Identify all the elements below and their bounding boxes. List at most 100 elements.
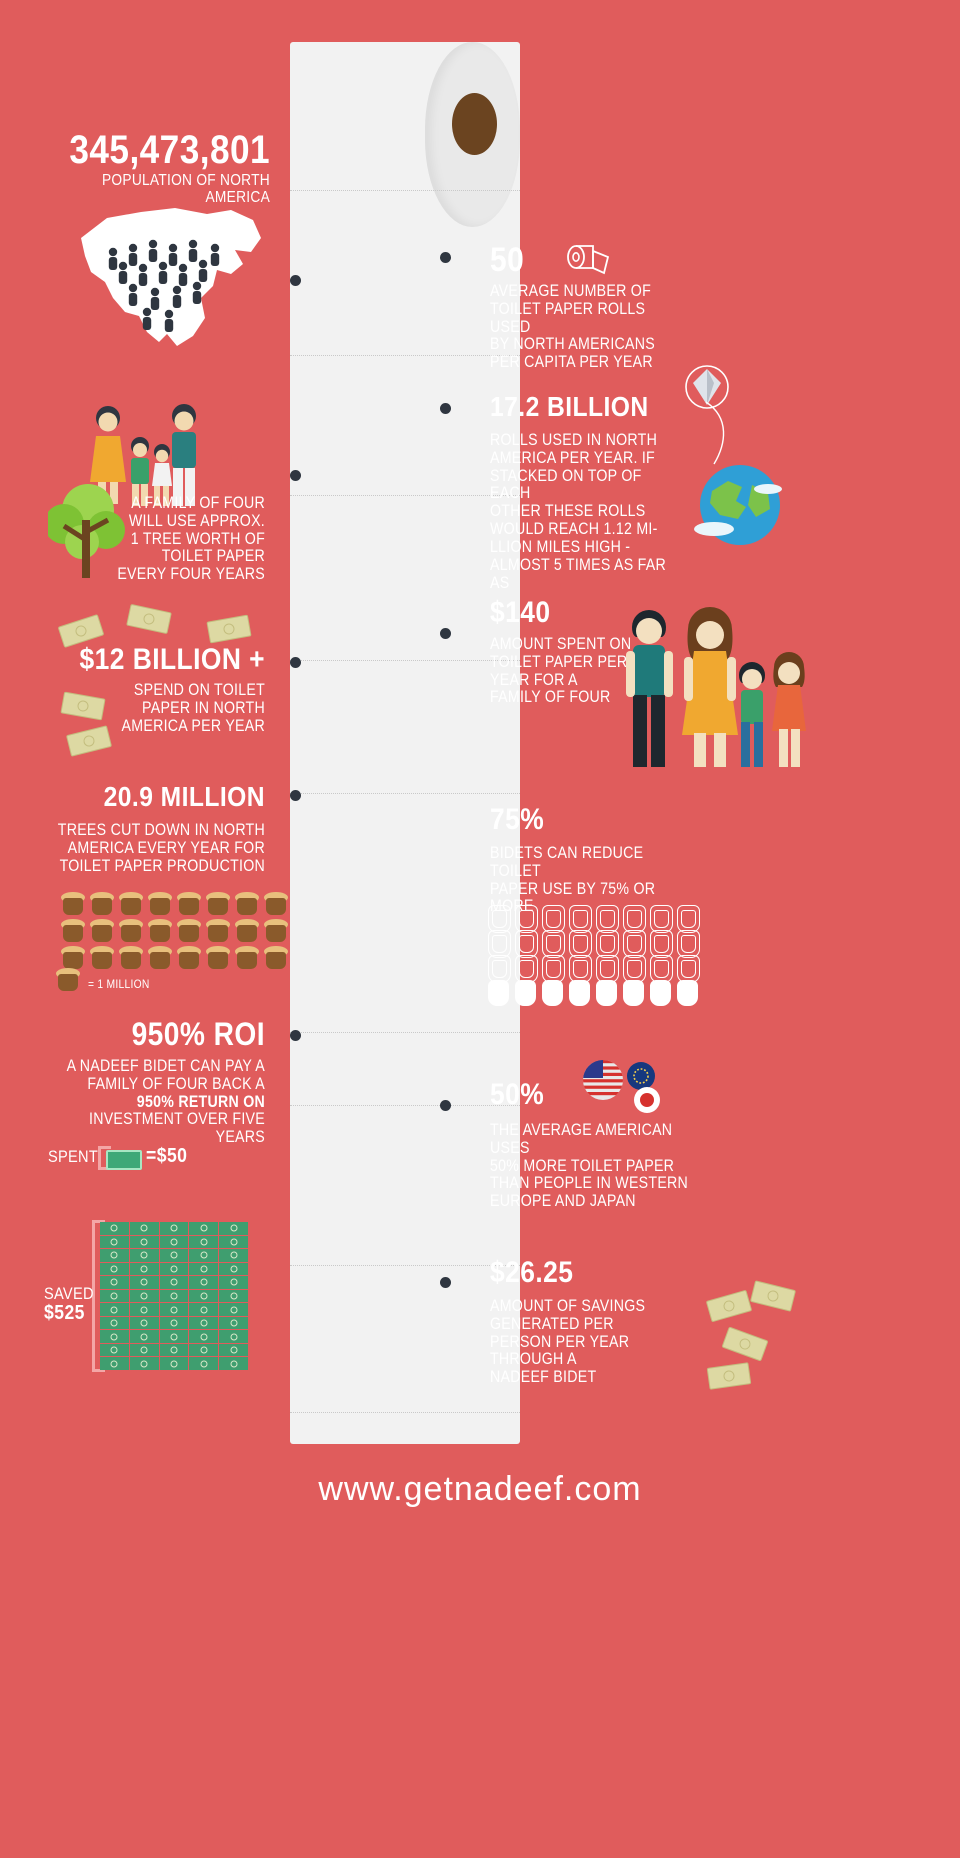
footer-url[interactable]: www.getnadeef.com [318,1470,642,1508]
trees-text: TREES CUT DOWN IN NORTH AMERICA EVERY YE… [37,821,265,875]
bidet-pictogram-icon [488,905,511,933]
tree-stump-icon [147,946,173,970]
roi-text: A NADEEF BIDET CAN PAY A FAMILY OF FOUR … [37,1057,265,1147]
family-spend-number: $140 [490,596,551,629]
bidet-pictogram-icon [623,955,646,983]
perforation-line [290,660,520,661]
saved-money-cell [189,1262,219,1276]
bidet-reduction-text: BIDETS CAN REDUCE TOILET PAPER USE BY 75… [490,844,696,916]
family-tree-line: TOILET PAPER [161,547,265,566]
saved-money-cell [100,1235,129,1249]
saved-money-grid [100,1222,248,1370]
connector-dot [440,1277,451,1288]
comparison-line: 50% MORE TOILET PAPER [490,1156,675,1175]
money-bills [700,1280,820,1395]
spend-line: SPEND ON TOILET [133,681,265,699]
tree-stump-icon [89,892,115,916]
saved-money-cell [159,1343,189,1357]
flags-us-eu-japan [575,1060,685,1115]
family-tree-line: A FAMILY OF FOUR [131,494,265,512]
saved-money-cell [100,1357,129,1370]
earth-and-moon [690,455,790,555]
stump-legend-label: = 1 MILLION [88,977,150,991]
saved-money-cell [100,1222,129,1235]
spent-label: SPENT [48,1147,99,1166]
saved-money-cell [189,1276,219,1289]
bidet-pictogram-icon [650,905,673,933]
saved-money-cell [159,1249,189,1262]
bidet-pictogram-icon [515,905,538,933]
bidet-pictogram-icon [596,905,619,933]
saved-label: SAVED [44,1284,94,1303]
saved-money-cell [159,1235,189,1249]
saved-money-cell [189,1316,219,1330]
savings-line: PERSON PER YEAR [490,1332,630,1351]
saved-money-cell [129,1357,159,1370]
tree-stump-icon [60,919,86,943]
saved-money-cell [219,1289,248,1303]
perforation-line [290,355,520,356]
saved-money-cell [219,1330,248,1343]
rolls-per-capita-line: AVERAGE NUMBER OF [490,282,652,300]
tree-stump-icon [60,946,86,970]
tree-stump-icon [89,919,115,943]
bidet-pictogram-icon [542,980,563,1006]
savings-line: GENERATED PER [490,1314,614,1333]
rolls-total-line: WOULD REACH 1.12 MI- [490,520,658,539]
family-spend-line: YEAR FOR A [490,670,578,689]
savings-line: AMOUNT OF SAVINGS [490,1297,646,1315]
connector-dot [290,657,301,668]
bidet-pictogram-icon [677,905,700,933]
rolls-total-line: AMERICA PER YEAR. IF [490,448,655,467]
rolls-per-capita-line: TOILET PAPER ROLLS USED [490,299,646,336]
roi-line: 950% RETURN ON [136,1092,265,1111]
tree-stump-icon [234,946,260,970]
perforation-line [290,190,520,191]
tree-stump-icon [147,919,173,943]
tree-stump-icon [147,892,173,916]
bidet-reduction-line: PAPER USE BY 75% OR [490,879,656,898]
perforation-line [290,1032,520,1033]
tree-stump-icon [60,892,86,916]
saved-money-cell [100,1276,129,1289]
bidet-pictogram-icon [569,905,592,933]
saved-money-cell [189,1343,219,1357]
saved-money-cell [129,1235,159,1249]
perforation-line [290,793,520,794]
population-label: POPULATION OF NORTH AMERICA [101,172,271,207]
toilet-paper-roll-icon [560,243,616,277]
saved-money-cell [159,1222,189,1235]
bidet-pictogram-icon [677,980,698,1006]
toilet-paper-sheet-column [290,42,520,1444]
perforation-line [290,1265,520,1266]
perforation-line [290,1105,520,1106]
rolls-total-line: LLION MILES HIGH - [490,537,631,556]
savings-line: NADEEF BIDET [490,1368,597,1387]
tree-stump-icon [234,919,260,943]
bidet-pictogram-icon [542,955,565,983]
legend-stump-icon [55,968,81,992]
saved-money-cell [189,1249,219,1262]
trees-number: 20.9 MILLION [103,781,265,812]
bidet-pictogram-icon [677,930,700,958]
bidet-pictogram-icon [569,955,592,983]
spend-line: PAPER IN NORTH [142,698,265,717]
spent-money-bill-icon [106,1150,142,1170]
savings-line: THROUGH A [490,1350,577,1369]
bidet-pictogram-icon [650,930,673,958]
rolls-total-line: ALMOST 5 TIMES AS FAR AS [490,555,667,592]
saved-money-cell [129,1262,159,1276]
saved-money-cell [159,1330,189,1343]
rolls-total-number: 17.2 BILLION [490,391,649,422]
saved-money-cell [189,1235,219,1249]
bidet-pictogram-icon [488,955,511,983]
money-bill [749,1280,797,1312]
family-of-four-photo [620,605,820,775]
connector-dot [290,1030,301,1041]
rolls-per-capita-text: AVERAGE NUMBER OF TOILET PAPER ROLLS USE… [490,282,688,372]
tree-stump-icon [205,946,231,970]
family-tree-line: 1 TREE WORTH OF [130,529,265,548]
bidet-pictogram-icon [596,930,619,958]
tree-stump-icon [176,919,202,943]
bidet-pictogram-icon [677,955,700,983]
